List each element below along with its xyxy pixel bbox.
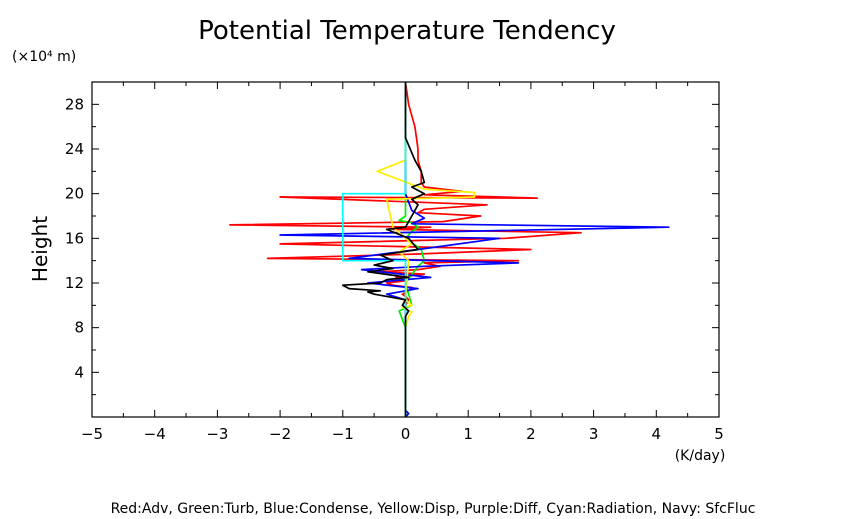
x-tick-label: 0 bbox=[401, 425, 411, 443]
y-tick-label: 20 bbox=[65, 185, 84, 203]
plot-area bbox=[229, 81, 670, 418]
footer-legend: Red:Adv, Green:Turb, Blue:Condense, Yell… bbox=[111, 501, 756, 517]
y-tick-label: 16 bbox=[65, 229, 84, 247]
series-line-total bbox=[341, 82, 426, 417]
series-line-condense bbox=[279, 82, 670, 418]
x-tick-label: −2 bbox=[269, 425, 291, 443]
x-tick-label: −4 bbox=[144, 425, 166, 443]
x-tick-label: 1 bbox=[463, 425, 473, 443]
x-tick-label: −1 bbox=[332, 425, 354, 443]
x-axis-label: (K/day) bbox=[675, 448, 726, 464]
y-axis-unit-label: (×10⁴ m) bbox=[12, 49, 76, 65]
x-tick-label: −3 bbox=[206, 425, 228, 443]
x-tick-label: 4 bbox=[652, 425, 662, 443]
series-line-disp bbox=[376, 82, 476, 417]
chart-title: Potential Temperature Tendency bbox=[198, 16, 616, 46]
x-tick-label: 5 bbox=[714, 425, 724, 443]
x-tick-label: −5 bbox=[81, 425, 103, 443]
y-tick-label: 4 bbox=[74, 363, 84, 381]
y-tick-label: 24 bbox=[65, 140, 84, 158]
y-tick-label: 28 bbox=[65, 95, 84, 113]
y-tick-label: 8 bbox=[74, 319, 84, 337]
x-tick-label: 2 bbox=[526, 425, 536, 443]
y-tick-label: 12 bbox=[65, 274, 84, 292]
x-tick-label: 3 bbox=[589, 425, 599, 443]
y-axis-label: Height bbox=[28, 216, 52, 282]
series-line-radiation bbox=[341, 82, 407, 417]
